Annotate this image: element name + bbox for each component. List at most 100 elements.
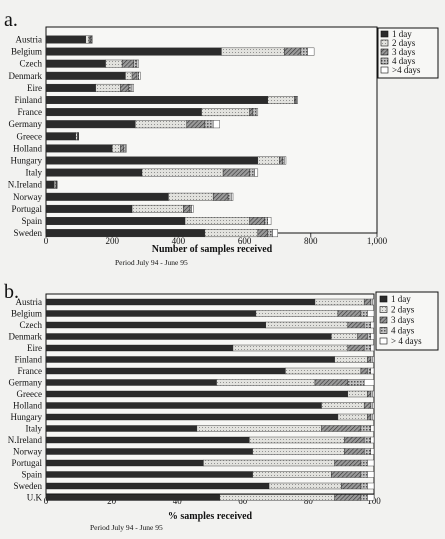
chart-a-bar-1-day — [45, 180, 55, 189]
chart-b-bar-2-days — [232, 344, 348, 352]
chart-b-bar-4-days — [370, 390, 373, 398]
chart-a-bar-2-days — [125, 71, 133, 80]
chart-b-x-axis-title: % samples received — [168, 511, 253, 522]
chart-a-category-label: Greece — [17, 131, 42, 141]
chart-b-bar-3-days — [331, 471, 362, 478]
chart-a-bar-4-days — [231, 192, 234, 201]
chart-b-bar-1-day — [45, 367, 286, 375]
chart-b-bar-3-days — [367, 356, 371, 363]
chart-b-bar-4-days — [367, 367, 371, 375]
chart-a-bar-2-days — [111, 144, 121, 153]
chart-b-bar-4-days — [372, 402, 375, 409]
chart-a-legend-swatch-4-days — [380, 66, 389, 74]
chart-a-bar-4-days — [204, 120, 214, 129]
chart-a-bar-4-days — [191, 204, 194, 213]
chart-a-bar-3-days — [121, 59, 134, 68]
chart-a-bar-4-days — [272, 229, 278, 238]
chart-b-legend-label-4-days: > 4 days — [391, 336, 422, 346]
chart-b-bar-4-days — [370, 344, 375, 352]
chart-b-period-note: Period July 94 - June 95 — [90, 523, 163, 532]
chart-a-bar-3-days — [183, 204, 191, 213]
chart-a-bar-4-days — [284, 156, 287, 165]
chart-b-bar-2-days — [219, 494, 335, 501]
chart-a-category-label: Spain — [21, 216, 42, 226]
chart-b-bar-2-days — [334, 356, 368, 363]
chart-a-bar-4-days — [282, 156, 285, 165]
chart-b-bar-1-day — [45, 379, 217, 386]
chart-b-bar-3-days — [337, 310, 362, 317]
chart-a-bar-1-day — [45, 132, 76, 141]
chart-a-bar-2-days — [131, 204, 184, 213]
chart-a-x-tick-label: 0 — [44, 236, 49, 246]
chart-a-category-label: Finland — [14, 95, 42, 105]
chart-b-bar-4-days — [347, 379, 365, 386]
chart-b-bar-4-days — [367, 333, 371, 340]
chart-a-bar-3-days — [120, 83, 129, 92]
chart-a-bar-1-day — [45, 192, 169, 201]
chart-a-x-tick-label: 1,000 — [367, 236, 388, 246]
chart-b-bar-4-days — [372, 356, 375, 363]
chart-b-bar-3-days — [341, 482, 362, 490]
chart-b-bar-3-days — [314, 379, 348, 386]
chart-b-category-label: Austria — [16, 297, 43, 307]
chart-b-bar-4-days — [372, 298, 375, 306]
chart-a-legend-label-3-days: 3 days — [392, 47, 416, 57]
chart-a-bar-3-days — [120, 144, 124, 153]
chart-b-bar-4-days — [370, 448, 375, 455]
chart-b-legend-swatch-3-days — [379, 316, 388, 324]
chart-b-bar-4-days — [363, 448, 371, 455]
chart-a-bar-4-days — [189, 204, 192, 213]
chart-a-bar-1-day — [45, 120, 136, 129]
chart-b-bar-2-days — [196, 425, 322, 432]
chart-a-bar-1-day — [45, 59, 106, 68]
chart-a-bar-4-days — [212, 120, 220, 129]
chart-a-bar-2-days — [267, 96, 295, 104]
chart-a-bar-3-days — [257, 229, 268, 238]
chart-b-legend-swatch-2-days — [379, 306, 388, 313]
chart-b-bar-2-days — [347, 390, 368, 398]
chart-b-legend-swatch-1-day — [379, 295, 388, 303]
chart-a-bar-1-day — [45, 217, 186, 225]
chart-b-bar-1-day — [45, 390, 348, 398]
chart-b-bar-4-days — [370, 298, 373, 306]
chart-b-bar-4-days — [367, 459, 375, 467]
chart-a-period-note: Period July 94 - June 95 — [115, 258, 188, 267]
chart-a-bar-3-days — [212, 192, 229, 201]
chart-b-bar-4-days — [370, 402, 373, 409]
chart-b-legend-swatch-4-days — [379, 327, 388, 334]
chart-a-bar-2-days — [105, 59, 123, 68]
chart-b-bar-4-days — [370, 367, 375, 375]
chart-a-bar-3-days — [249, 108, 254, 117]
chart-b-bar-3-days — [344, 448, 365, 455]
chart-b-category-label: Portugal — [12, 458, 43, 468]
chart-b-bar-1-day — [45, 471, 253, 478]
chart-a-legend-label-4-days: 4 days — [392, 56, 416, 66]
chart-a-category-label: Germany — [9, 119, 43, 129]
chart-a-bar-1-day — [45, 96, 268, 104]
chart-b-category-label: N.Ireland — [8, 435, 43, 445]
chart-a-category-label: Sweden — [14, 228, 43, 238]
chart-a-category-label: Eire — [27, 83, 42, 93]
chart-b-bar-4-days — [367, 310, 375, 317]
chart-b-bar-3-days — [363, 298, 371, 306]
chart-a-bar-4-days — [249, 168, 255, 177]
chart-a-category-label: Portugal — [12, 204, 43, 214]
chart-b-bar-4-days — [363, 436, 371, 444]
chart-b-bar-4-days — [360, 425, 371, 432]
chart-b-x-tick-label: 80 — [304, 496, 314, 506]
chart-b-bar-3-days — [357, 333, 368, 340]
chart-a-bar-4-days — [123, 144, 126, 153]
chart-a-bar-3-days — [284, 47, 302, 56]
chart-b-x-tick-label: 60 — [238, 496, 248, 506]
chart-a-bar-2-days — [135, 120, 187, 129]
chart-a-legend-swatch-3-days — [380, 48, 389, 56]
chart-b-bar-2-days — [255, 310, 339, 317]
chart-b-bar-1-day — [45, 298, 316, 306]
chart-a-bar-1-day — [45, 71, 126, 80]
chart-b-legend-label-4-days: 4 days — [391, 326, 415, 336]
chart-a-bar-2-days — [221, 47, 285, 56]
chart-a-category-label: Holland — [13, 143, 42, 153]
chart-b-legend-swatch-4-days — [379, 337, 388, 345]
chart-a-bar-4-days — [125, 144, 127, 153]
